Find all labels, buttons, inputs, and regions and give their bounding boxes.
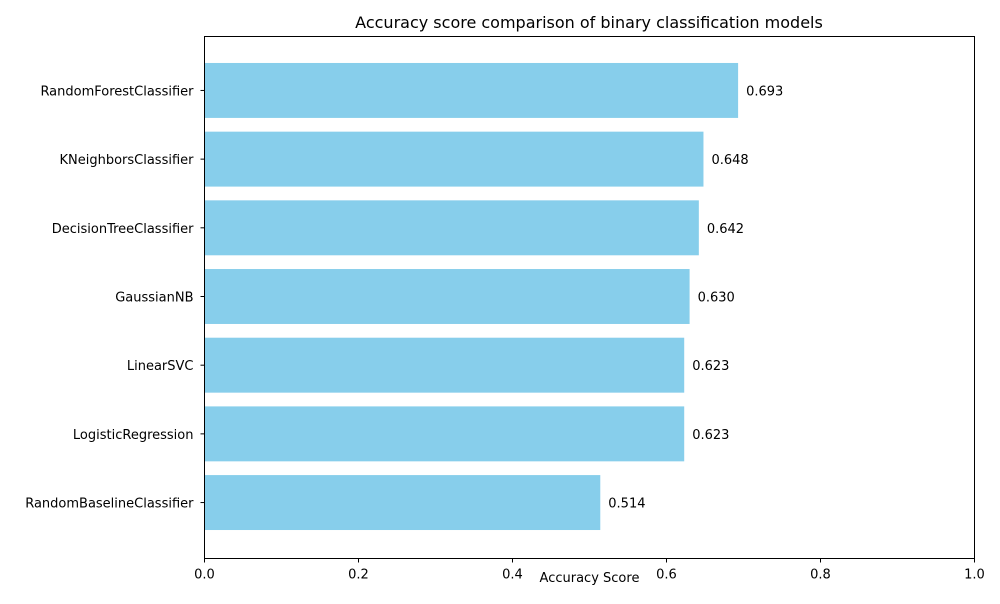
bar xyxy=(204,62,739,118)
bar xyxy=(204,475,601,531)
y-tick-label: RandomBaselineClassifier xyxy=(25,497,194,512)
y-tick-label: LogisticRegression xyxy=(73,428,194,443)
y-tick-label: RandomForestClassifier xyxy=(40,84,194,99)
bar xyxy=(204,406,685,462)
x-tick-label: 0.6 xyxy=(656,568,677,583)
bar-value-label: 0.642 xyxy=(707,222,744,237)
x-axis-label: Accuracy Score xyxy=(540,571,640,586)
y-tick-label: KNeighborsClassifier xyxy=(59,153,194,168)
bar-value-label: 0.623 xyxy=(692,428,729,443)
bar xyxy=(204,337,685,393)
bar xyxy=(204,269,690,324)
chart-title: Accuracy score comparison of binary clas… xyxy=(355,13,823,32)
plot-frame xyxy=(204,36,975,559)
bar xyxy=(204,131,704,187)
y-tick-label: LinearSVC xyxy=(127,359,194,374)
y-axis: RandomForestClassifier KNeighborsClassifi… xyxy=(25,84,205,512)
bar-value-label: 0.623 xyxy=(692,359,729,374)
bar-value-label: 0.648 xyxy=(711,153,748,168)
x-tick-label: 0.8 xyxy=(810,568,831,583)
x-axis: 0.0 0.2 0.4 0.6 0.8 1.0 xyxy=(194,558,985,583)
bar xyxy=(204,200,699,256)
bars-layer: 0.693 0.648 0.642 0.630 0.623 0.623 0.514 xyxy=(204,62,783,531)
y-tick-label: GaussianNB xyxy=(115,291,193,306)
y-tick-label: DecisionTreeClassifier xyxy=(52,222,194,237)
x-tick-label: 0.4 xyxy=(502,568,523,583)
bar-value-label: 0.514 xyxy=(608,497,645,512)
bar-value-label: 0.693 xyxy=(746,84,783,99)
x-tick-label: 0.2 xyxy=(348,568,369,583)
x-tick-label: 0.0 xyxy=(194,568,215,583)
x-tick-label: 1.0 xyxy=(964,568,985,583)
bar-value-label: 0.630 xyxy=(698,291,735,306)
